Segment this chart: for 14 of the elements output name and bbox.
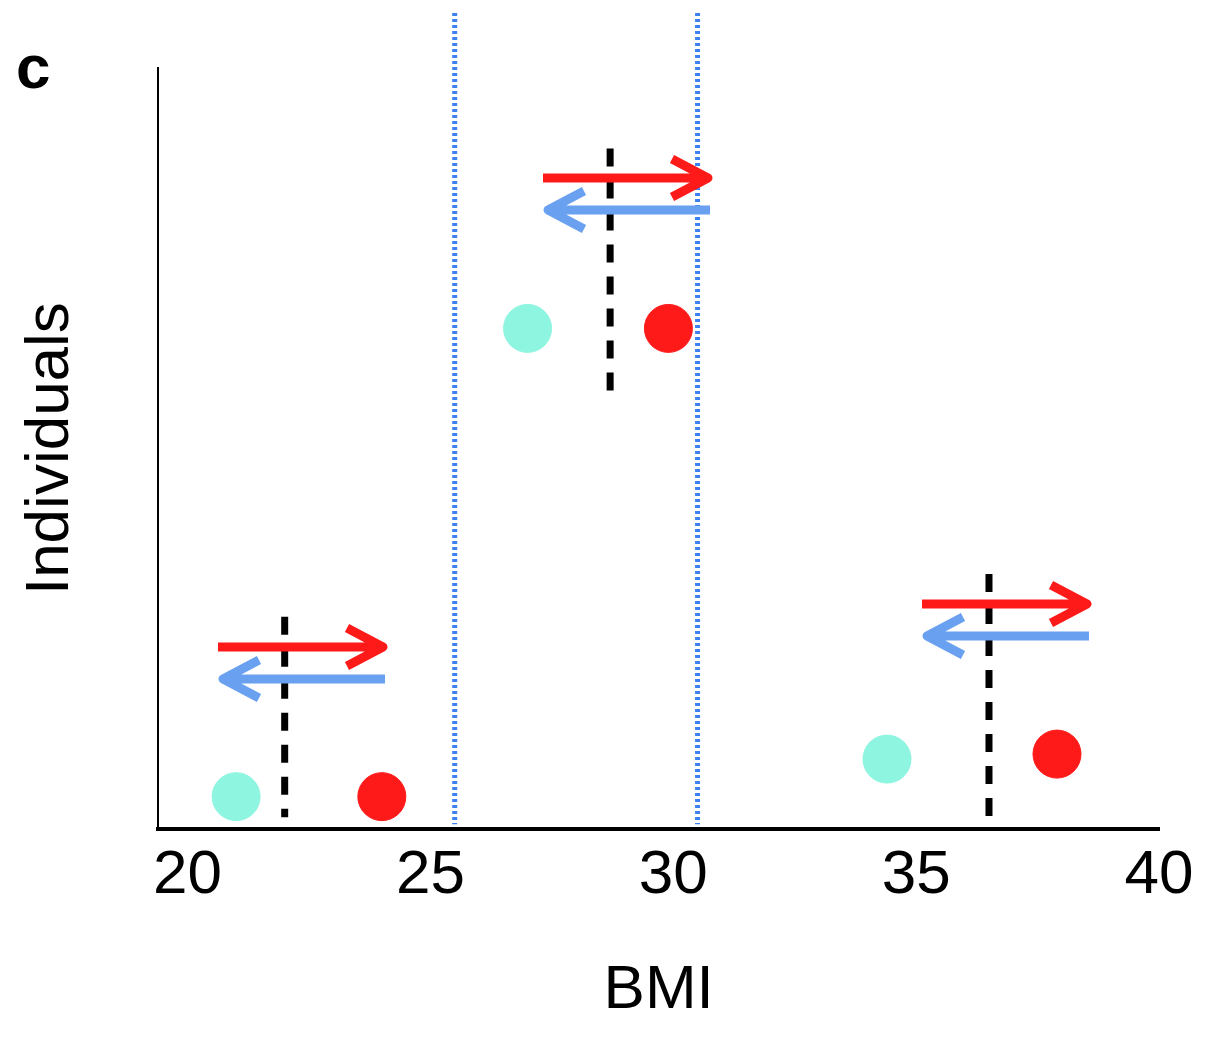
point [211, 772, 261, 822]
y-axis-title: Individuals [12, 302, 82, 596]
point [643, 303, 693, 353]
x-tick-label: 40 [1124, 837, 1194, 907]
point [862, 734, 912, 784]
x-tick-label: 25 [395, 837, 465, 907]
x-tick-label: 20 [153, 837, 223, 907]
x-axis-title: BMI [603, 951, 714, 1021]
x-tick-label: 30 [638, 837, 708, 907]
point [357, 772, 407, 822]
point [503, 303, 553, 353]
x-tick-label: 35 [881, 837, 951, 907]
text: c [16, 32, 51, 102]
point [1032, 729, 1082, 779]
